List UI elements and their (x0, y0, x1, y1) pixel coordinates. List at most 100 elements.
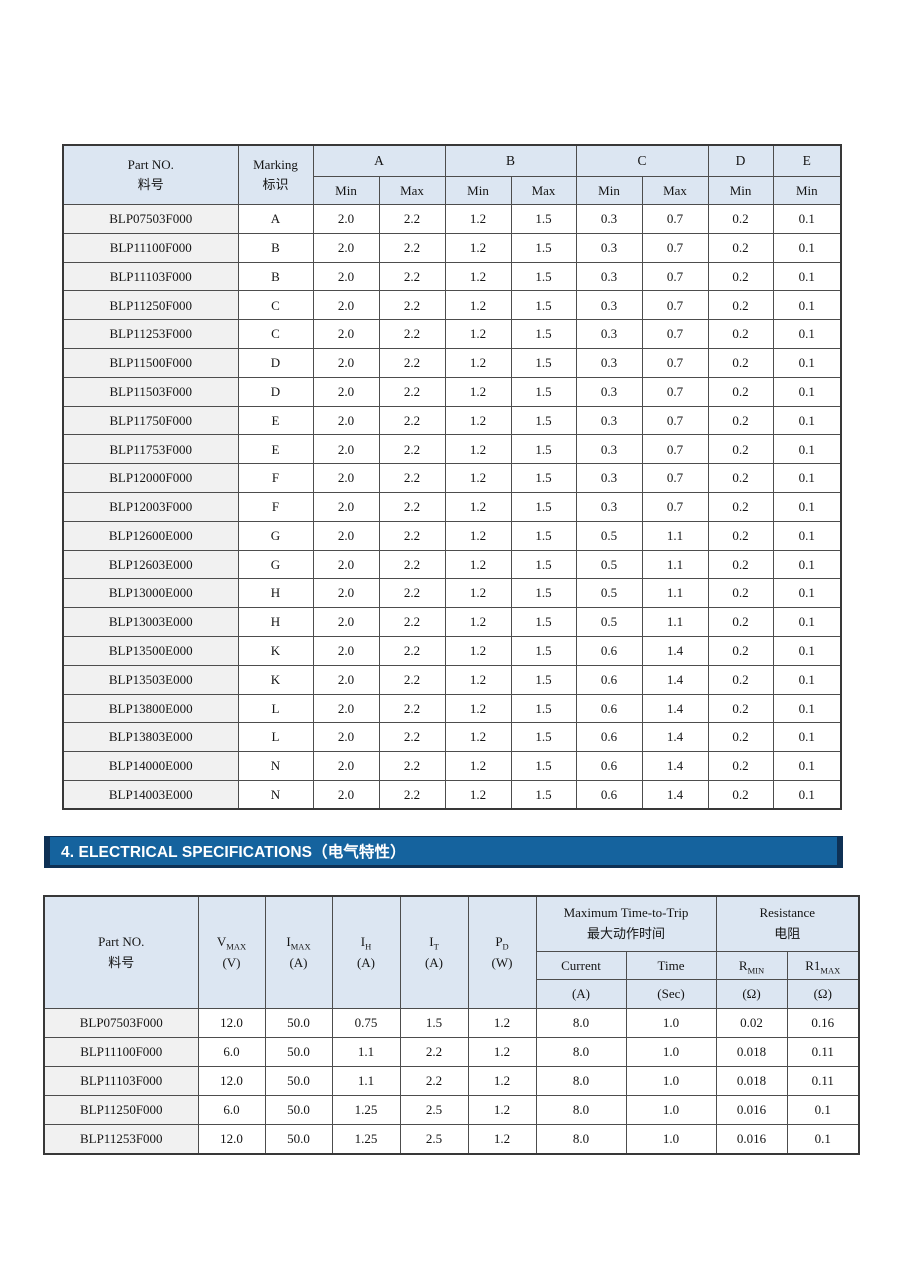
value-cell: 0.1 (772, 779, 842, 810)
value-cell: E (237, 405, 314, 436)
value-cell: 2.2 (378, 347, 446, 378)
value-cell: 0.11 (786, 1037, 860, 1067)
value-cell: 1.5 (510, 549, 577, 580)
col-header-b-min: Min (444, 176, 512, 205)
col-header-pd: PD (W) (467, 895, 537, 1009)
table-row: BLP11750F000 E 2.0 2.2 1.2 1.5 0.3 0.7 0.2 0.1 (62, 405, 842, 436)
value-cell: 1.5 (510, 319, 577, 349)
value-cell: 1.2 (444, 664, 512, 695)
value-cell: 2.5 (399, 1095, 469, 1125)
value-cell: 2.2 (378, 463, 446, 493)
value-cell: 1.5 (510, 463, 577, 493)
value-cell: 1.0 (625, 1066, 717, 1096)
value-cell: 0.3 (575, 491, 643, 522)
value-cell: 0.2 (707, 434, 774, 465)
table-row: BLP11100F000 B 2.0 2.2 1.2 1.5 0.3 0.7 0.2 0.1 (62, 232, 842, 263)
value-cell: 1.2 (444, 319, 512, 349)
value-cell: 0.1 (772, 607, 842, 637)
resistance-cn: 电阻 (774, 926, 801, 941)
value-cell: 2.0 (312, 779, 380, 810)
value-cell: 1.1 (641, 578, 709, 609)
value-cell: 0.75 (331, 1008, 401, 1038)
col-header-itrip: IT (A) (399, 895, 469, 1009)
value-cell: 1.4 (641, 635, 709, 666)
value-cell: 1.5 (510, 635, 577, 666)
col-group-a: A (312, 144, 446, 177)
value-cell: 0.2 (707, 232, 774, 263)
part-number-cell: BLP11753F000 (62, 434, 239, 465)
value-cell: 1.4 (641, 751, 709, 781)
value-cell: 1.5 (510, 664, 577, 695)
part-number-cell: BLP13800E000 (62, 693, 239, 724)
value-cell: 0.3 (575, 434, 643, 465)
col-header-c-max: Max (641, 176, 709, 205)
value-cell: 1.5 (510, 520, 577, 551)
col-header-a-max: Max (378, 176, 446, 205)
value-cell: 0.1 (772, 376, 842, 407)
value-cell: 2.2 (378, 664, 446, 695)
value-cell: 1.1 (641, 607, 709, 637)
value-cell: 1.2 (444, 607, 512, 637)
value-cell: 0.3 (575, 319, 643, 349)
value-cell: B (237, 261, 314, 292)
table-row: BLP11500F000 D 2.0 2.2 1.2 1.5 0.3 0.7 0.2 0.1 (62, 347, 842, 378)
value-cell: 1.2 (444, 290, 512, 321)
col-header-marking-cn: 标识 (262, 177, 289, 192)
col-unit-r1max: (Ω) (786, 979, 860, 1009)
value-cell: 0.1 (772, 520, 842, 551)
part-number-cell: BLP11250F000 (62, 290, 239, 321)
value-cell: 0.5 (575, 549, 643, 580)
value-cell: 0.1 (772, 549, 842, 580)
value-cell: 0.5 (575, 607, 643, 637)
value-cell: C (237, 290, 314, 321)
value-cell: 2.2 (378, 290, 446, 321)
time-to-trip-cn: 最大动作时间 (587, 926, 666, 941)
value-cell: 6.0 (197, 1037, 266, 1067)
value-cell: 1.5 (510, 578, 577, 609)
value-cell: 1.2 (444, 434, 512, 465)
col-header-rmin: RMIN (715, 951, 788, 980)
value-cell: 0.2 (707, 491, 774, 522)
value-cell: 0.3 (575, 232, 643, 263)
value-cell: 0.5 (575, 520, 643, 551)
value-cell: 0.7 (641, 463, 709, 493)
value-cell: 0.1 (786, 1124, 860, 1154)
part-number-cell: BLP11750F000 (62, 405, 239, 436)
value-cell: 1.2 (444, 693, 512, 724)
part-number-cell: BLP13000E000 (62, 578, 239, 609)
value-cell: 2.2 (378, 204, 446, 234)
value-cell: 2.2 (378, 693, 446, 724)
value-cell: 2.2 (378, 491, 446, 522)
value-cell: 2.2 (378, 751, 446, 781)
value-cell: 0.1 (772, 491, 842, 522)
part-number-cell: BLP13803E000 (62, 722, 239, 753)
value-cell: 1.0 (625, 1037, 717, 1067)
value-cell: 1.2 (444, 232, 512, 263)
value-cell: 0.3 (575, 290, 643, 321)
value-cell: 0.2 (707, 347, 774, 378)
value-cell: 0.016 (715, 1124, 788, 1154)
value-cell: 2.2 (378, 319, 446, 349)
value-cell: 50.0 (264, 1037, 333, 1067)
table-row: BLP11103F000 B 2.0 2.2 1.2 1.5 0.3 0.7 0.2 0.1 (62, 261, 842, 292)
table-row: BLP13500E000 K 2.0 2.2 1.2 1.5 0.6 1.4 0.2 0.1 (62, 635, 842, 666)
table-row: BLP11253F000 12.0 50.0 1.25 2.5 1.2 8.0 1.0 0.01… (43, 1124, 860, 1154)
value-cell: D (237, 376, 314, 407)
value-cell: 1.2 (444, 261, 512, 292)
value-cell: 1.5 (399, 1008, 469, 1038)
table-row: BLP11250F000 6.0 50.0 1.25 2.5 1.2 8.0 1.0 0.016… (43, 1095, 860, 1125)
value-cell: 0.018 (715, 1066, 788, 1096)
value-cell: 0.2 (707, 376, 774, 407)
value-cell: 0.02 (715, 1008, 788, 1038)
value-cell: A (237, 204, 314, 234)
col-header-vmax: VMAX (V) (197, 895, 266, 1009)
value-cell: F (237, 463, 314, 493)
table-row: BLP12000F000 F 2.0 2.2 1.2 1.5 0.3 0.7 0.2 0.1 (62, 463, 842, 493)
value-cell: B (237, 232, 314, 263)
value-cell: 0.7 (641, 261, 709, 292)
value-cell: 0.1 (772, 693, 842, 724)
value-cell: 1.0 (625, 1095, 717, 1125)
table-row: BLP11250F000 C 2.0 2.2 1.2 1.5 0.3 0.7 0.2 0.1 (62, 290, 842, 321)
value-cell: 0.1 (772, 578, 842, 609)
